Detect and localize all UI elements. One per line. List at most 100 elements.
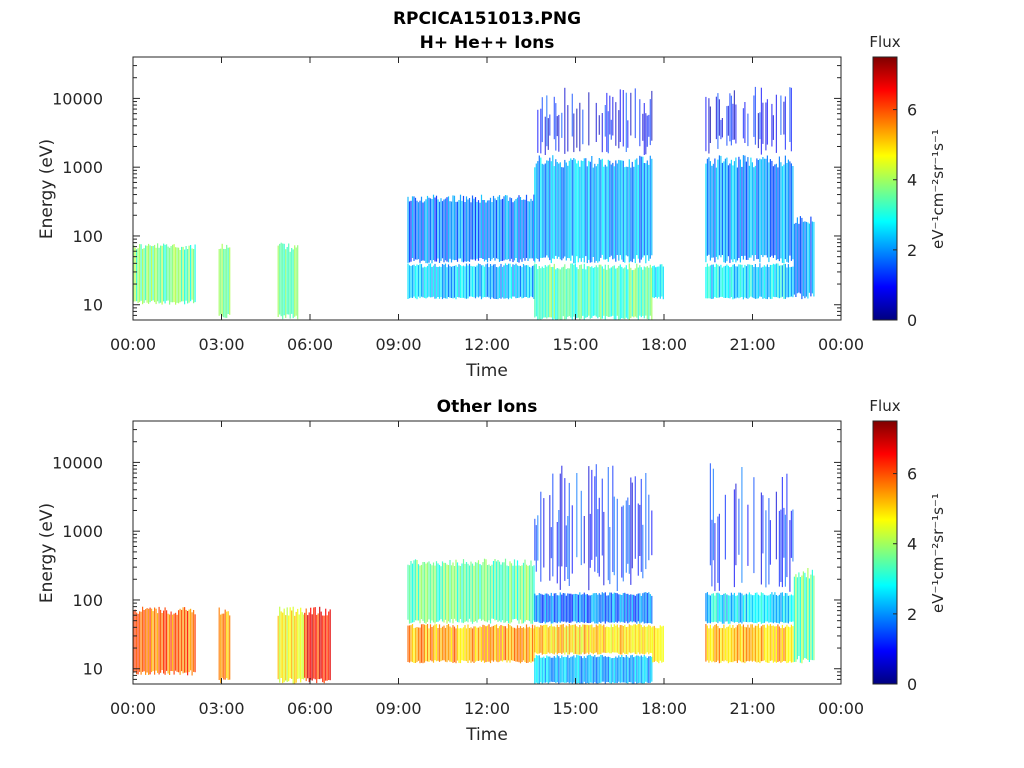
flux-streak — [479, 202, 481, 258]
flux-streak — [589, 161, 591, 263]
flux-streak — [567, 626, 569, 655]
flux-streak — [615, 160, 617, 262]
flux-streak — [591, 594, 593, 623]
flux-streak — [317, 613, 319, 679]
flux-streak — [151, 608, 153, 673]
flux-streak — [485, 559, 487, 622]
flux-streak — [464, 625, 466, 661]
y-tick-label: 10 — [83, 296, 103, 315]
flux-streak — [482, 624, 484, 661]
flux-streak — [411, 563, 414, 623]
flux-streak — [571, 263, 573, 320]
flux-streak — [157, 243, 159, 302]
flux-streak — [603, 268, 605, 316]
flux-streak — [705, 96, 707, 152]
flux-streak — [482, 562, 484, 620]
flux-streak — [726, 264, 728, 298]
flux-streak — [811, 221, 813, 294]
flux-streak — [137, 248, 139, 303]
flux-streak — [543, 625, 545, 654]
flux-streak — [792, 509, 794, 562]
flux-streak — [452, 625, 454, 663]
flux-streak — [455, 265, 457, 300]
flux-segment — [705, 155, 794, 264]
flux-streak — [627, 626, 629, 655]
flux-streak — [594, 655, 596, 683]
flux-streak — [223, 613, 225, 680]
flux-streak — [745, 593, 747, 622]
flux-streak — [651, 627, 653, 654]
flux-streak — [188, 609, 190, 673]
flux-streak — [413, 196, 415, 261]
flux-streak — [172, 614, 174, 672]
flux-streak — [621, 655, 623, 683]
flux-streak — [151, 246, 153, 301]
flux-segment — [705, 263, 794, 300]
flux-streak — [583, 624, 585, 655]
flux-streak — [576, 626, 578, 655]
flux-streak — [634, 624, 636, 654]
flux-streak — [790, 87, 792, 152]
flux-streak — [157, 613, 159, 673]
flux-streak — [534, 518, 536, 561]
flux-streak — [636, 594, 638, 624]
flux-streak — [503, 265, 505, 299]
flux-streak — [778, 156, 780, 262]
flux-streak — [622, 90, 624, 147]
flux-streak — [425, 199, 427, 264]
flux-streak — [653, 625, 655, 662]
flux-streak — [616, 498, 618, 591]
flux-streak — [574, 159, 576, 264]
flux-streak — [458, 264, 460, 298]
flux-streak — [606, 657, 608, 683]
flux-streak — [607, 656, 609, 683]
flux-streak — [618, 627, 620, 654]
flux-streak — [540, 593, 542, 624]
flux-streak — [527, 201, 529, 261]
flux-streak — [720, 264, 722, 297]
flux-streak — [662, 266, 664, 300]
flux-streak — [636, 655, 638, 684]
flux-streak — [720, 155, 722, 258]
flux-streak — [777, 624, 779, 662]
flux-streak — [627, 656, 629, 684]
flux-streak — [294, 245, 296, 317]
flux-streak — [606, 166, 608, 259]
flux-streak — [723, 624, 725, 662]
flux-streak — [642, 627, 644, 654]
flux-streak — [718, 155, 720, 256]
flux-streak — [558, 627, 560, 654]
flux-streak — [610, 658, 612, 684]
flux-streak — [413, 264, 415, 297]
flux-streak — [745, 266, 747, 299]
flux-streak — [468, 565, 471, 619]
flux-streak — [486, 200, 489, 263]
flux-streak — [491, 564, 493, 619]
flux-streak — [807, 222, 809, 299]
flux-streak — [190, 608, 192, 671]
flux-streak — [766, 264, 768, 300]
flux-streak — [723, 593, 725, 624]
flux-segment — [793, 568, 815, 664]
flux-streak — [515, 263, 517, 299]
flux-streak — [537, 595, 539, 622]
flux-streak — [624, 624, 626, 655]
flux-streak — [556, 162, 558, 259]
colorbar-unit-label: eV⁻¹cm⁻²sr⁻¹s⁻¹ — [929, 129, 947, 249]
flux-streak — [582, 594, 584, 623]
flux-streak — [586, 266, 588, 318]
flux-streak — [220, 248, 222, 315]
flux-streak — [544, 624, 546, 655]
flux-streak — [220, 614, 222, 683]
flux-streak — [292, 606, 294, 684]
flux-streak — [580, 656, 582, 684]
flux-streak — [640, 156, 642, 260]
flux-streak — [541, 163, 543, 258]
flux-streak — [558, 656, 560, 684]
flux-streak — [467, 199, 469, 262]
flux-segment — [407, 263, 535, 300]
flux-streak — [717, 592, 719, 624]
flux-streak — [441, 201, 444, 259]
flux-streak — [709, 595, 711, 624]
flux-streak — [540, 657, 542, 683]
